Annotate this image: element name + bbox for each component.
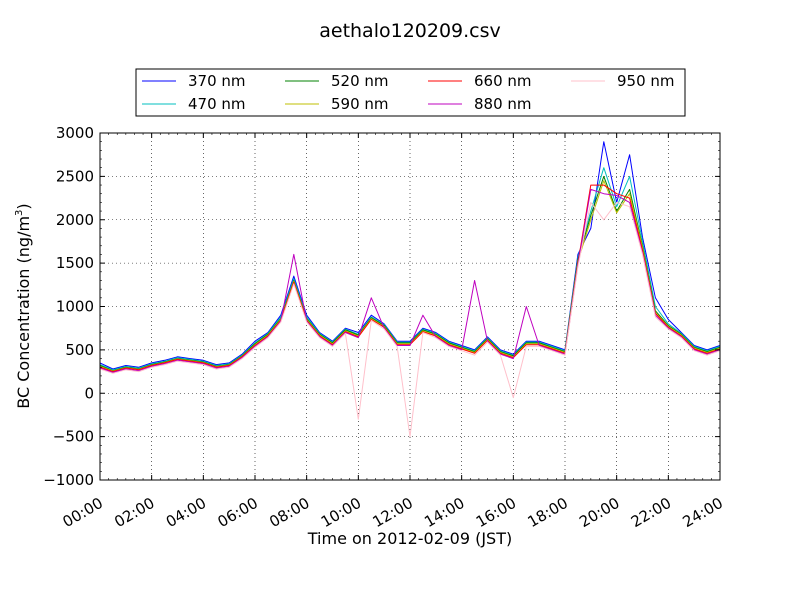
y-tick-labels: −1000 −500 0 500 1000 1500 2000 2500 3000 <box>43 124 94 489</box>
grid <box>100 133 720 480</box>
series-line-950-nm <box>100 201 720 438</box>
y-tick-label: −1000 <box>43 471 94 489</box>
y-tick-label: 0 <box>84 384 94 402</box>
series-line-470-nm <box>100 167 720 371</box>
y-axis-label: BC Concentration (ng/m3) <box>14 203 33 408</box>
legend-label: 590 nm <box>331 95 389 113</box>
y-axis-label-main: BC Concentration (ng/m <box>14 216 33 409</box>
y-tick-label: 500 <box>65 341 94 359</box>
series-line-880-nm <box>100 188 720 373</box>
legend-label: 370 nm <box>188 72 246 90</box>
y-tick-label: −500 <box>53 428 94 446</box>
y-tick-label: 2500 <box>56 167 94 185</box>
legend: 370 nm 470 nm 520 nm 590 nm 660 nm 880 nm 950 … <box>135 68 686 117</box>
y-axis-label-end: ) <box>14 203 33 209</box>
legend-label: 470 nm <box>188 95 246 113</box>
legend-box <box>135 68 686 117</box>
y-tick-label: 3000 <box>56 124 94 142</box>
legend-label: 950 nm <box>617 72 675 90</box>
legend-label: 660 nm <box>474 72 532 90</box>
ticks <box>99 132 721 481</box>
y-tick-label: 1000 <box>56 298 94 316</box>
legend-label: 520 nm <box>331 72 389 90</box>
y-tick-label: 2000 <box>56 211 94 229</box>
y-axis-label-superscript: 3 <box>14 210 25 216</box>
y-tick-label: 1500 <box>56 254 94 272</box>
chart-title: aethalo120209.csv <box>319 20 501 42</box>
legend-label: 880 nm <box>474 95 532 113</box>
x-axis-label: Time on 2012-02-09 (JST) <box>307 529 512 548</box>
series-group <box>100 141 720 438</box>
